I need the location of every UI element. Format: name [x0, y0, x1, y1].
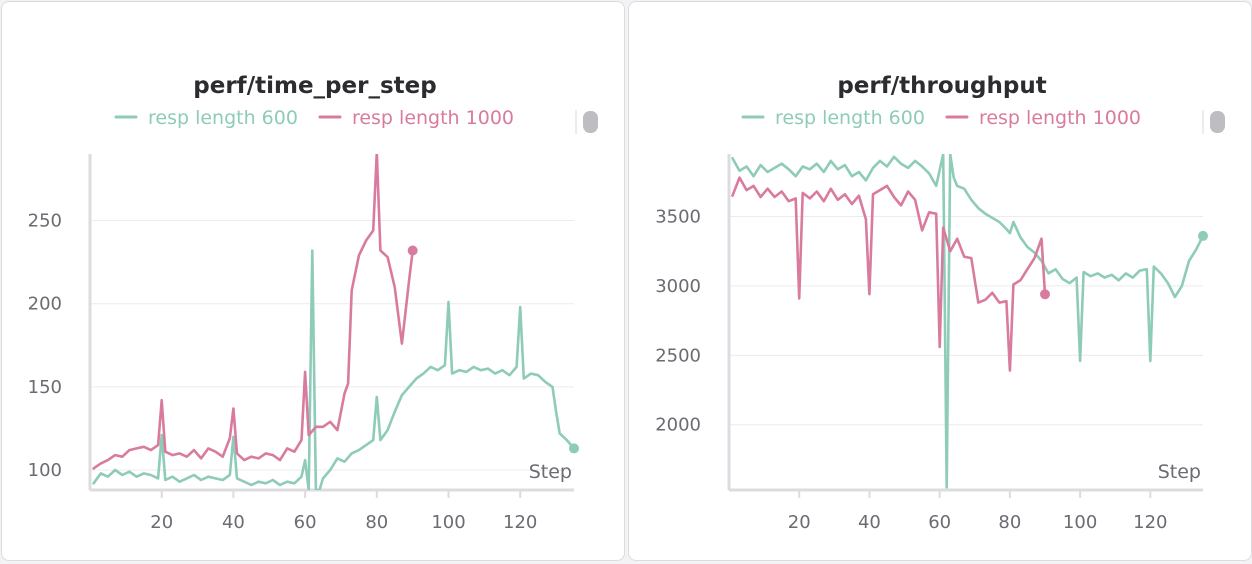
y-tick-label: 100: [28, 460, 62, 481]
chart-title: perf/throughput: [837, 73, 1046, 99]
x-tick-label: 60: [928, 512, 951, 533]
legend: resp length 600 resp length 1000: [741, 107, 1141, 129]
series-line-resp-length-600[interactable]: [731, 154, 1205, 489]
series-end-point[interactable]: [1198, 230, 1208, 241]
x-tick-label: 20: [788, 512, 811, 533]
y-tick-label: 250: [28, 211, 62, 232]
y-tick-label: 200: [28, 294, 62, 315]
y-tick-label: 2500: [655, 345, 701, 366]
legend-label: resp length 1000: [979, 107, 1141, 129]
legend-scroll-handle[interactable]: [1202, 110, 1225, 134]
legend-item[interactable]: resp length 1000: [945, 107, 1141, 129]
y-tick-label: 2000: [655, 415, 701, 436]
series-line-resp-length-1000[interactable]: [731, 176, 1047, 372]
y-tick-label: 150: [28, 377, 62, 398]
legend-label: resp length 1000: [352, 107, 514, 129]
chart-title: perf/time_per_step: [193, 73, 436, 99]
series-line-resp-length-600[interactable]: [92, 249, 576, 491]
series-end-point[interactable]: [569, 443, 579, 454]
x-tick-label: 80: [365, 512, 388, 533]
y-tick-label: 3500: [655, 206, 701, 227]
chart-panel-throughput: perf/throughput resp length 600 resp lengt…: [628, 1, 1252, 561]
chart-panel-time-per-step: perf/time_per_step resp length 600 resp le…: [1, 1, 625, 561]
x-tick-label: 80: [998, 512, 1021, 533]
legend-label: resp length 600: [148, 107, 298, 129]
x-tick-label: 60: [294, 512, 317, 533]
series-line-resp-length-1000[interactable]: [92, 152, 415, 470]
x-tick-label: 40: [222, 512, 245, 533]
legend-item[interactable]: resp length 600: [741, 107, 925, 129]
x-tick-label: 100: [431, 512, 465, 533]
x-tick-label: 20: [150, 512, 173, 533]
x-tick-label: 40: [858, 512, 881, 533]
legend: resp length 600 resp length 1000: [114, 107, 514, 129]
x-tick-label: 120: [1133, 512, 1167, 533]
x-tick-label: 120: [503, 512, 537, 533]
legend-item[interactable]: resp length 1000: [318, 107, 514, 129]
x-axis-label: Step: [1158, 461, 1201, 483]
legend-label: resp length 600: [775, 107, 925, 129]
y-tick-label: 3000: [655, 276, 701, 297]
x-tick-label: 100: [1063, 512, 1097, 533]
series-end-point[interactable]: [1040, 289, 1050, 300]
legend-item[interactable]: resp length 600: [114, 107, 298, 129]
series-end-point[interactable]: [407, 245, 418, 256]
x-axis-label: Step: [529, 461, 572, 483]
legend-scroll-handle[interactable]: [575, 110, 598, 134]
